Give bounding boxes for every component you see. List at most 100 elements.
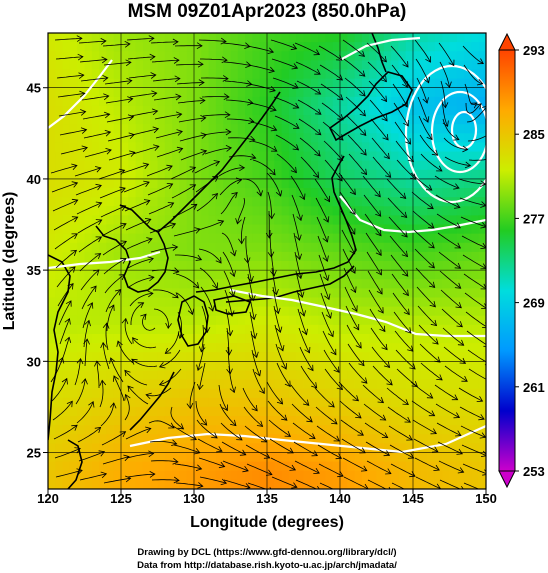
heat-cell (48, 124, 56, 134)
heat-cell (69, 416, 78, 426)
heat-cell (449, 270, 458, 280)
heat-cell (303, 425, 312, 435)
heat-cell (208, 188, 217, 198)
streamline-arrowhead (399, 192, 407, 199)
heat-cell (471, 452, 480, 463)
heat-cell (361, 261, 370, 271)
heat-cell (164, 333, 173, 344)
heat-cell (420, 288, 429, 299)
streamline (196, 193, 218, 212)
heat-cell (237, 42, 246, 52)
streamline-arrowhead (103, 93, 110, 101)
heat-cell (296, 361, 305, 372)
heat-cell (471, 461, 480, 472)
heat-cell (354, 96, 363, 107)
streamline (56, 74, 84, 79)
heat-cell (449, 443, 458, 454)
heat-cell (113, 124, 122, 134)
heat-cell (77, 42, 86, 52)
heat-cell (186, 352, 195, 362)
heat-cell (420, 434, 429, 444)
streamline-arrowhead (453, 412, 461, 419)
heat-cell (201, 33, 210, 43)
streamline (108, 152, 136, 161)
heat-cell (398, 479, 407, 489)
streamline (436, 213, 461, 229)
heat-cell (215, 452, 224, 463)
heat-cell (252, 197, 261, 207)
streamline-arrowhead (149, 53, 156, 61)
heat-cell (128, 142, 137, 153)
streamline-arrowhead (148, 450, 155, 458)
heat-cell (179, 343, 188, 353)
heat-cell (194, 343, 202, 353)
heat-cell (405, 297, 414, 308)
heat-cell (325, 233, 334, 244)
heat-cell (259, 461, 268, 472)
heat-cell (442, 33, 451, 43)
streamline-arrowhead (71, 233, 78, 240)
streamline (295, 270, 303, 298)
heat-cell (252, 333, 261, 344)
heat-cell (383, 470, 392, 481)
streamline-arrowhead (190, 434, 197, 441)
heat-cell (303, 288, 312, 299)
streamline (148, 202, 174, 215)
heat-cell (296, 388, 305, 399)
heat-cell (427, 206, 436, 216)
heat-cell (252, 288, 261, 299)
heat-cell (464, 361, 472, 372)
heat-cell (471, 397, 480, 408)
heat-cell (48, 297, 56, 308)
streamline (80, 269, 100, 291)
heat-cell (354, 261, 363, 271)
heat-cell (427, 87, 436, 98)
heat-cell (172, 69, 180, 80)
streamline (246, 254, 252, 282)
heat-cell (398, 470, 407, 481)
heat-cell (281, 279, 290, 289)
heat-cell (237, 361, 246, 372)
heat-cell (383, 370, 392, 381)
heat-cell (449, 479, 458, 489)
heat-cell (55, 96, 64, 107)
heat-cell (69, 461, 78, 472)
heat-cell (245, 242, 253, 253)
heat-cell (91, 105, 100, 116)
streamline-arrowhead (83, 338, 90, 345)
heat-cell (361, 333, 370, 344)
heat-cell (427, 361, 436, 372)
heat-cell (157, 461, 166, 472)
heat-cell (91, 452, 100, 463)
heat-cell (281, 315, 290, 326)
heat-cell (398, 151, 407, 162)
streamline (247, 482, 267, 489)
heat-cell (223, 425, 232, 435)
heat-cell (383, 425, 392, 435)
heat-cell (223, 288, 232, 299)
heat-cell (186, 188, 195, 198)
heat-cell (376, 461, 385, 472)
heat-cell (376, 361, 385, 372)
heat-cell (427, 388, 436, 399)
heat-cell (128, 379, 137, 390)
heat-cell (69, 279, 78, 289)
heat-cell (201, 470, 210, 481)
heat-cell (186, 60, 195, 71)
heat-cell (274, 105, 283, 116)
heat-cell (361, 470, 370, 481)
heat-cell (164, 288, 173, 299)
streamline (368, 289, 384, 314)
heat-cell (456, 461, 465, 472)
heat-cell (252, 224, 261, 235)
streamline-arrowhead (402, 399, 409, 406)
heat-cell (434, 297, 443, 308)
streamline-arrowhead (363, 483, 369, 489)
streamline-arrowhead (80, 127, 88, 134)
streamline-arrowhead (428, 242, 435, 249)
heat-cell (164, 206, 173, 216)
heat-cell (128, 479, 137, 489)
streamline (345, 96, 366, 117)
heat-cell (252, 115, 261, 125)
heat-cell (157, 151, 166, 162)
